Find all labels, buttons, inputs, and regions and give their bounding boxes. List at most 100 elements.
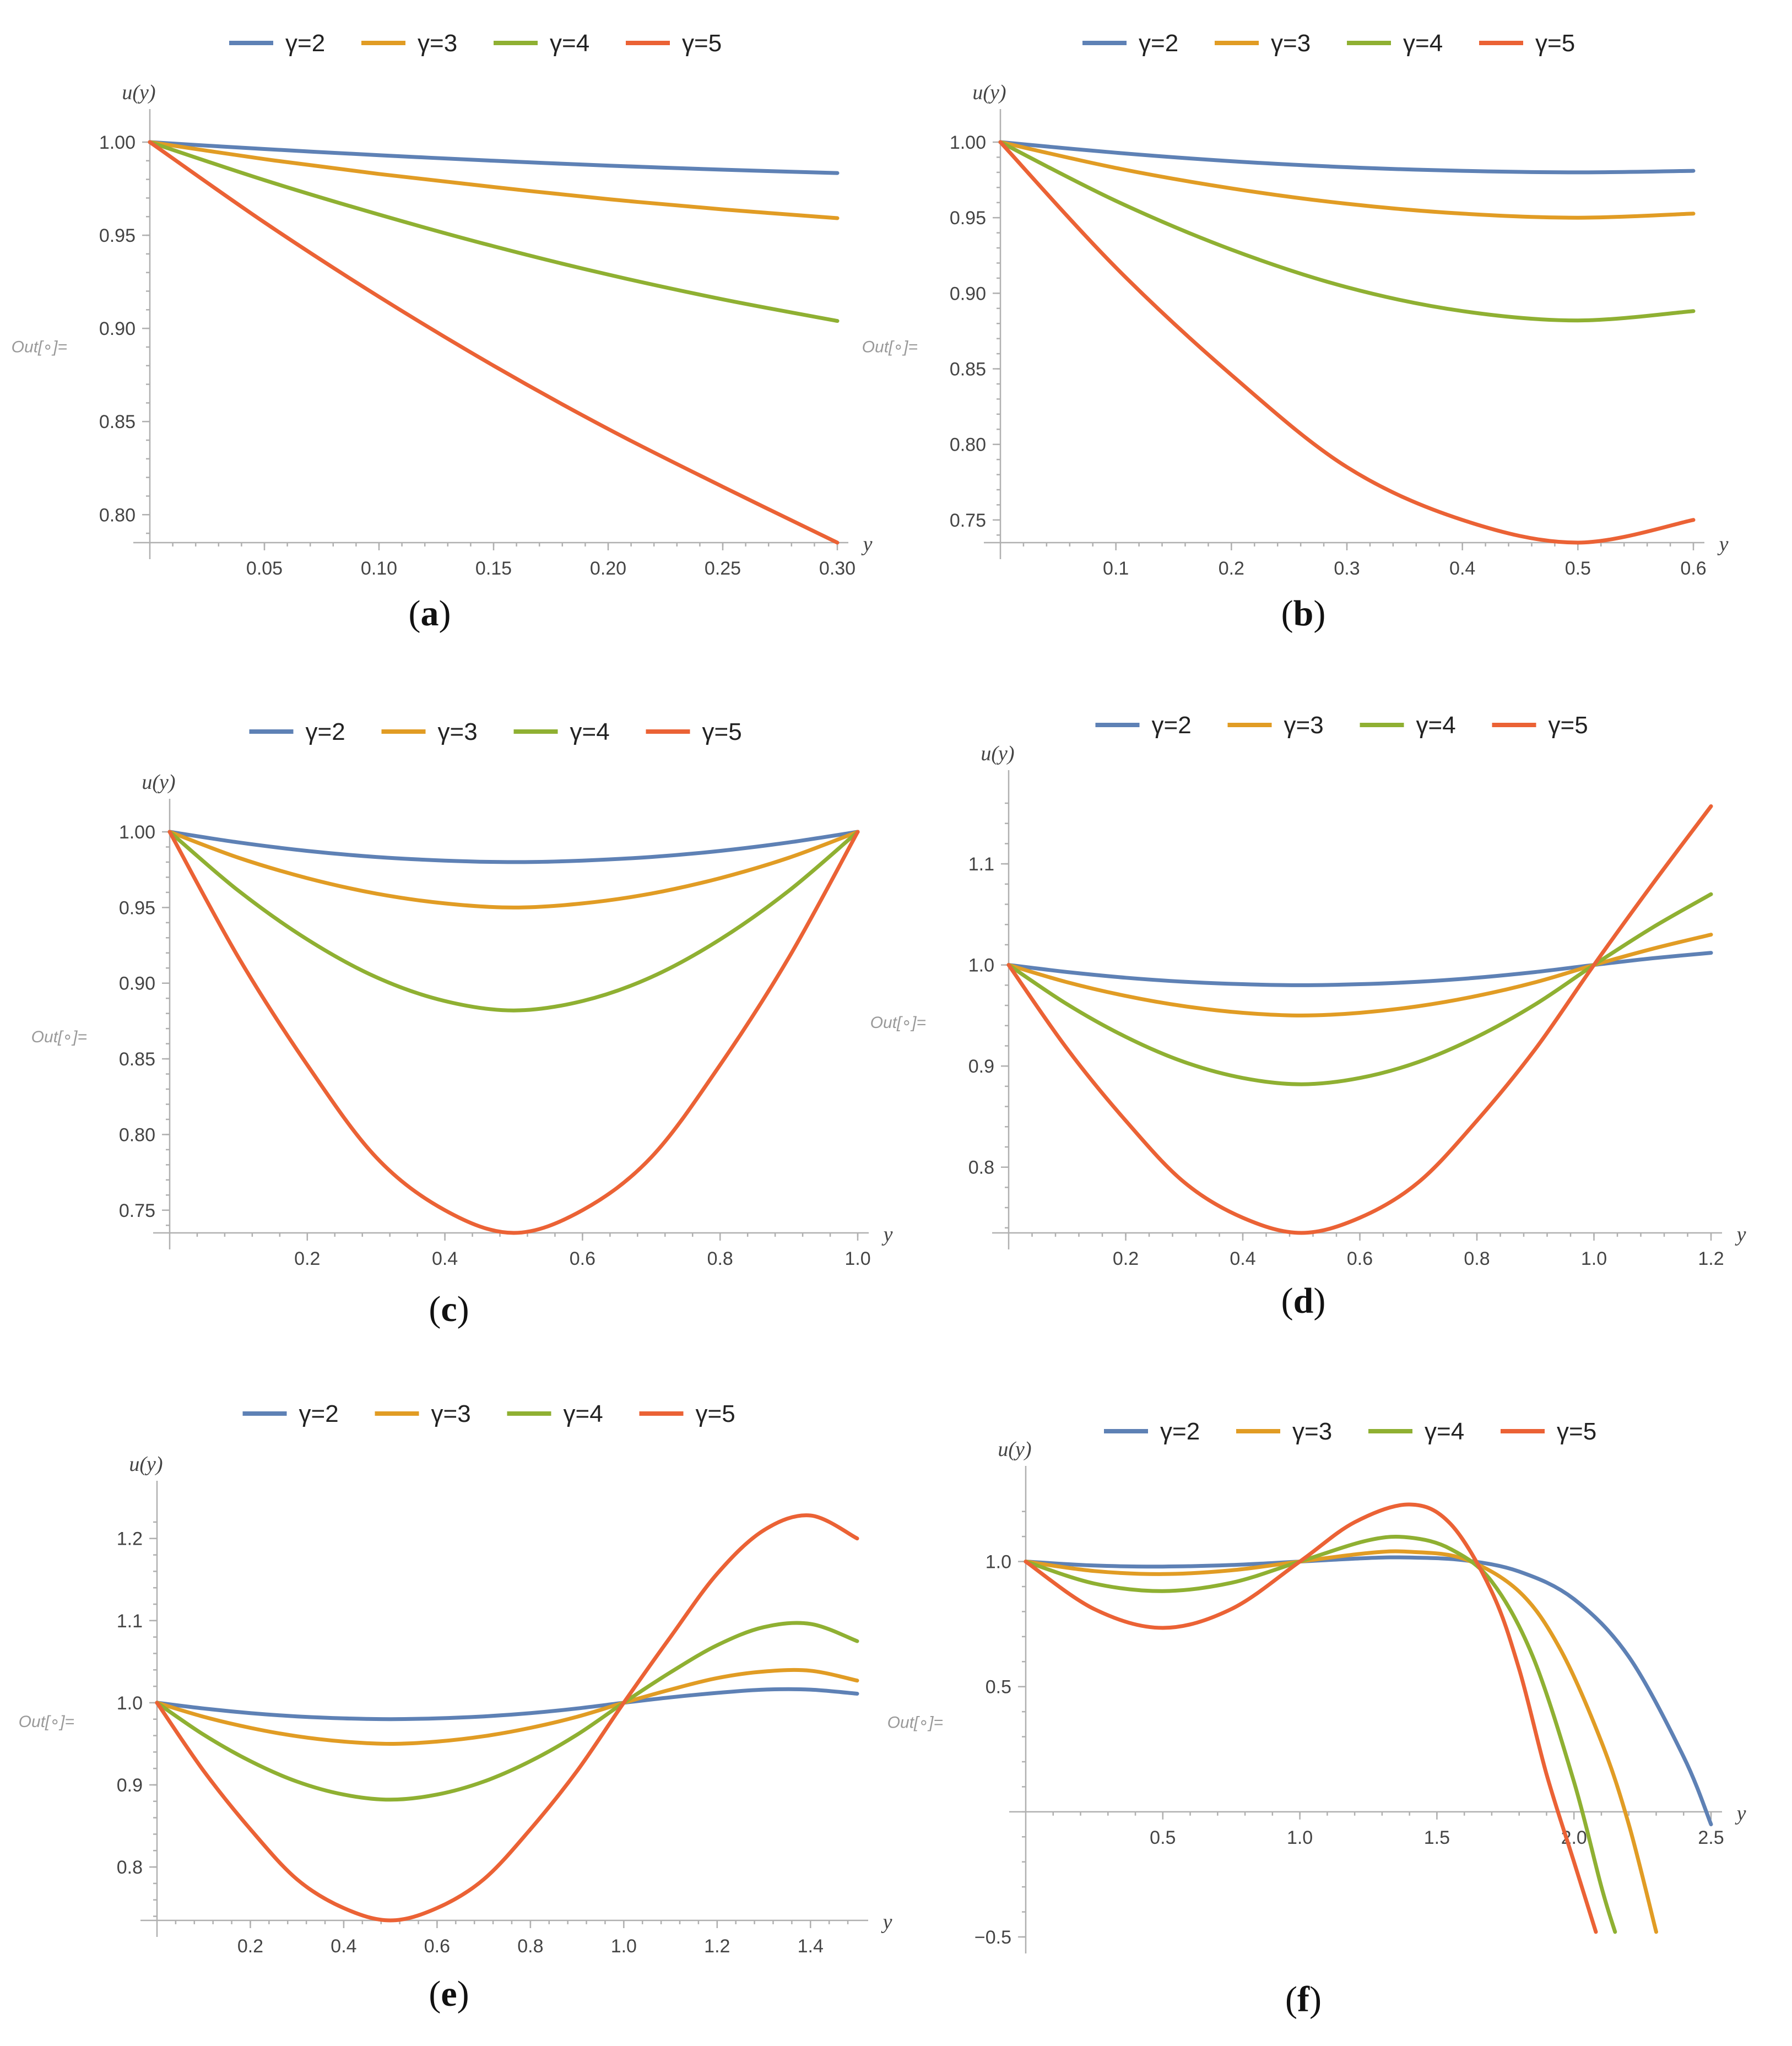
x-tick-label: 0.6 (1347, 1248, 1373, 1269)
x-tick-label: 0.5 (1150, 1827, 1176, 1848)
x-tick-label: 0.3 (1334, 558, 1360, 579)
series-line (148, 140, 840, 323)
y-tick-label: 0.8 (968, 1157, 994, 1178)
chart-panel-a: 0.05 0.10 0.15 0.20 0.25 0.30 0.80 0.85 0.90 0.95… (0, 0, 896, 682)
panel-caption: (b) (1281, 593, 1326, 634)
legend-label: γ=5 (1557, 1418, 1596, 1445)
y-axis-label: u(y) (129, 1453, 163, 1476)
y-tick-label: 0.75 (119, 1200, 155, 1221)
legend-label: γ=2 (285, 30, 325, 57)
x-tick-label: 0.6 (1680, 558, 1706, 579)
x-tick-label: 0.05 (246, 558, 283, 579)
legend-label: γ=5 (702, 718, 742, 745)
legend-label: γ=2 (306, 718, 345, 745)
x-tick-label: 0.2 (1113, 1248, 1139, 1269)
series-line (1006, 892, 1713, 1086)
series-line (1024, 1555, 1713, 1827)
x-tick-label: 0.4 (331, 1936, 356, 1957)
y-tick-label: 1.00 (950, 132, 986, 153)
series-line (148, 140, 840, 220)
x-axis-label: y (1717, 533, 1729, 556)
out-label: Out[∘]= (862, 338, 918, 356)
panel-caption: (c) (429, 1289, 469, 1329)
panel-caption: (f) (1285, 1979, 1322, 2020)
out-label: Out[∘]= (12, 338, 67, 356)
y-tick-label: 0.85 (950, 359, 986, 380)
x-tick-label: 1.2 (1698, 1248, 1724, 1269)
legend-label: γ=5 (1549, 712, 1588, 739)
y-axis-label: u(y) (972, 81, 1006, 104)
legend-label: γ=4 (1416, 712, 1456, 739)
series-line (998, 140, 1696, 175)
chart-svg: 0.2 0.4 0.6 0.8 1.0 1.2 1.4 0.8 0.9 1.0 1.1 1.2 u(y)… (19, 1400, 892, 2014)
x-tick-label: 0.6 (424, 1936, 450, 1957)
chart-svg: 0.1 0.2 0.3 0.4 0.5 0.6 0.75 0.80 0.85 0.90 0.95 1.… (862, 30, 1729, 634)
y-tick-label: 0.5 (986, 1677, 1011, 1698)
series-group (1024, 1502, 1713, 1934)
y-tick-label: 0.80 (950, 435, 986, 456)
legend-label: γ=2 (299, 1400, 339, 1427)
y-tick-label: 1.1 (968, 854, 994, 875)
y-tick-label: 0.9 (968, 1056, 994, 1077)
out-label: Out[∘]= (19, 1713, 74, 1731)
y-tick-label: 0.90 (950, 283, 986, 304)
y-tick-label: 0.80 (99, 505, 136, 526)
series-group (148, 140, 840, 545)
chart-panel-c: 0.2 0.4 0.6 0.8 1.0 0.75 0.80 0.85 0.90 0.95 1.00 u… (0, 682, 896, 1364)
x-tick-label: 0.2 (294, 1248, 320, 1269)
legend-label: γ=5 (696, 1400, 735, 1427)
x-tick-label: 0.8 (707, 1248, 733, 1269)
chart-panel-b: 0.1 0.2 0.3 0.4 0.5 0.6 0.75 0.80 0.85 0.90 0.95 1.… (862, 0, 1791, 682)
x-tick-label: 0.10 (361, 558, 397, 579)
y-axis-label: u(y) (998, 1438, 1031, 1461)
y-tick-label: −0.5 (974, 1927, 1011, 1948)
legend-label: γ=5 (1535, 30, 1575, 57)
x-tick-label: 0.6 (570, 1248, 595, 1269)
legend-label: γ=2 (1139, 30, 1178, 57)
series-line (1024, 1534, 1617, 1934)
series-group (998, 140, 1696, 545)
legend-label: γ=2 (1152, 712, 1192, 739)
x-tick-label: 1.0 (611, 1936, 637, 1957)
x-tick-label: 0.8 (1464, 1248, 1490, 1269)
out-label: Out[∘]= (31, 1028, 87, 1046)
x-tick-label: 0.8 (517, 1936, 543, 1957)
series-group (167, 830, 860, 1235)
legend-label: γ=2 (1160, 1418, 1200, 1445)
y-tick-label: 0.75 (950, 510, 986, 531)
series-line (155, 1668, 859, 1746)
y-axis-label: u(y) (122, 81, 155, 104)
series-line (998, 140, 1696, 220)
series-line (155, 1687, 859, 1722)
chart-svg: 0.5 1.0 1.5 2.0 2.5−0.50.51.0u(y)yOut[∘]=γ=2… (887, 1418, 1746, 2020)
series-line (998, 140, 1696, 545)
series-line (998, 140, 1696, 323)
x-tick-label: 1.0 (1287, 1827, 1313, 1848)
series-line (1024, 1502, 1598, 1934)
y-tick-label: 0.9 (117, 1775, 143, 1796)
series-line (1006, 804, 1713, 1235)
series-line (167, 830, 860, 1013)
panel-caption: (a) (409, 593, 451, 634)
chart-panel-e: 0.2 0.4 0.6 0.8 1.0 1.2 1.4 0.8 0.9 1.0 1.1 1.2 u(y)… (0, 1364, 896, 2046)
legend-label: γ=3 (418, 30, 457, 57)
y-tick-label: 1.0 (117, 1693, 143, 1714)
series-line (148, 140, 840, 545)
x-tick-label: 2.5 (1698, 1827, 1724, 1848)
x-axis-label: y (881, 1910, 892, 1934)
x-tick-label: 0.25 (705, 558, 741, 579)
series-group (1006, 804, 1713, 1235)
y-tick-label: 0.80 (119, 1124, 155, 1145)
x-tick-label: 0.4 (432, 1248, 458, 1269)
series-line (1024, 1549, 1658, 1934)
y-tick-label: 0.95 (119, 897, 155, 918)
legend-label: γ=4 (1403, 30, 1443, 57)
x-axis-label: y (881, 1223, 893, 1246)
x-tick-label: 0.1 (1103, 558, 1129, 579)
series-line (167, 830, 860, 1235)
legend-label: γ=4 (564, 1400, 603, 1427)
y-tick-label: 1.00 (99, 132, 136, 153)
legend-label: γ=4 (550, 30, 589, 57)
series-line (155, 1621, 859, 1802)
legend-label: γ=4 (570, 718, 610, 745)
